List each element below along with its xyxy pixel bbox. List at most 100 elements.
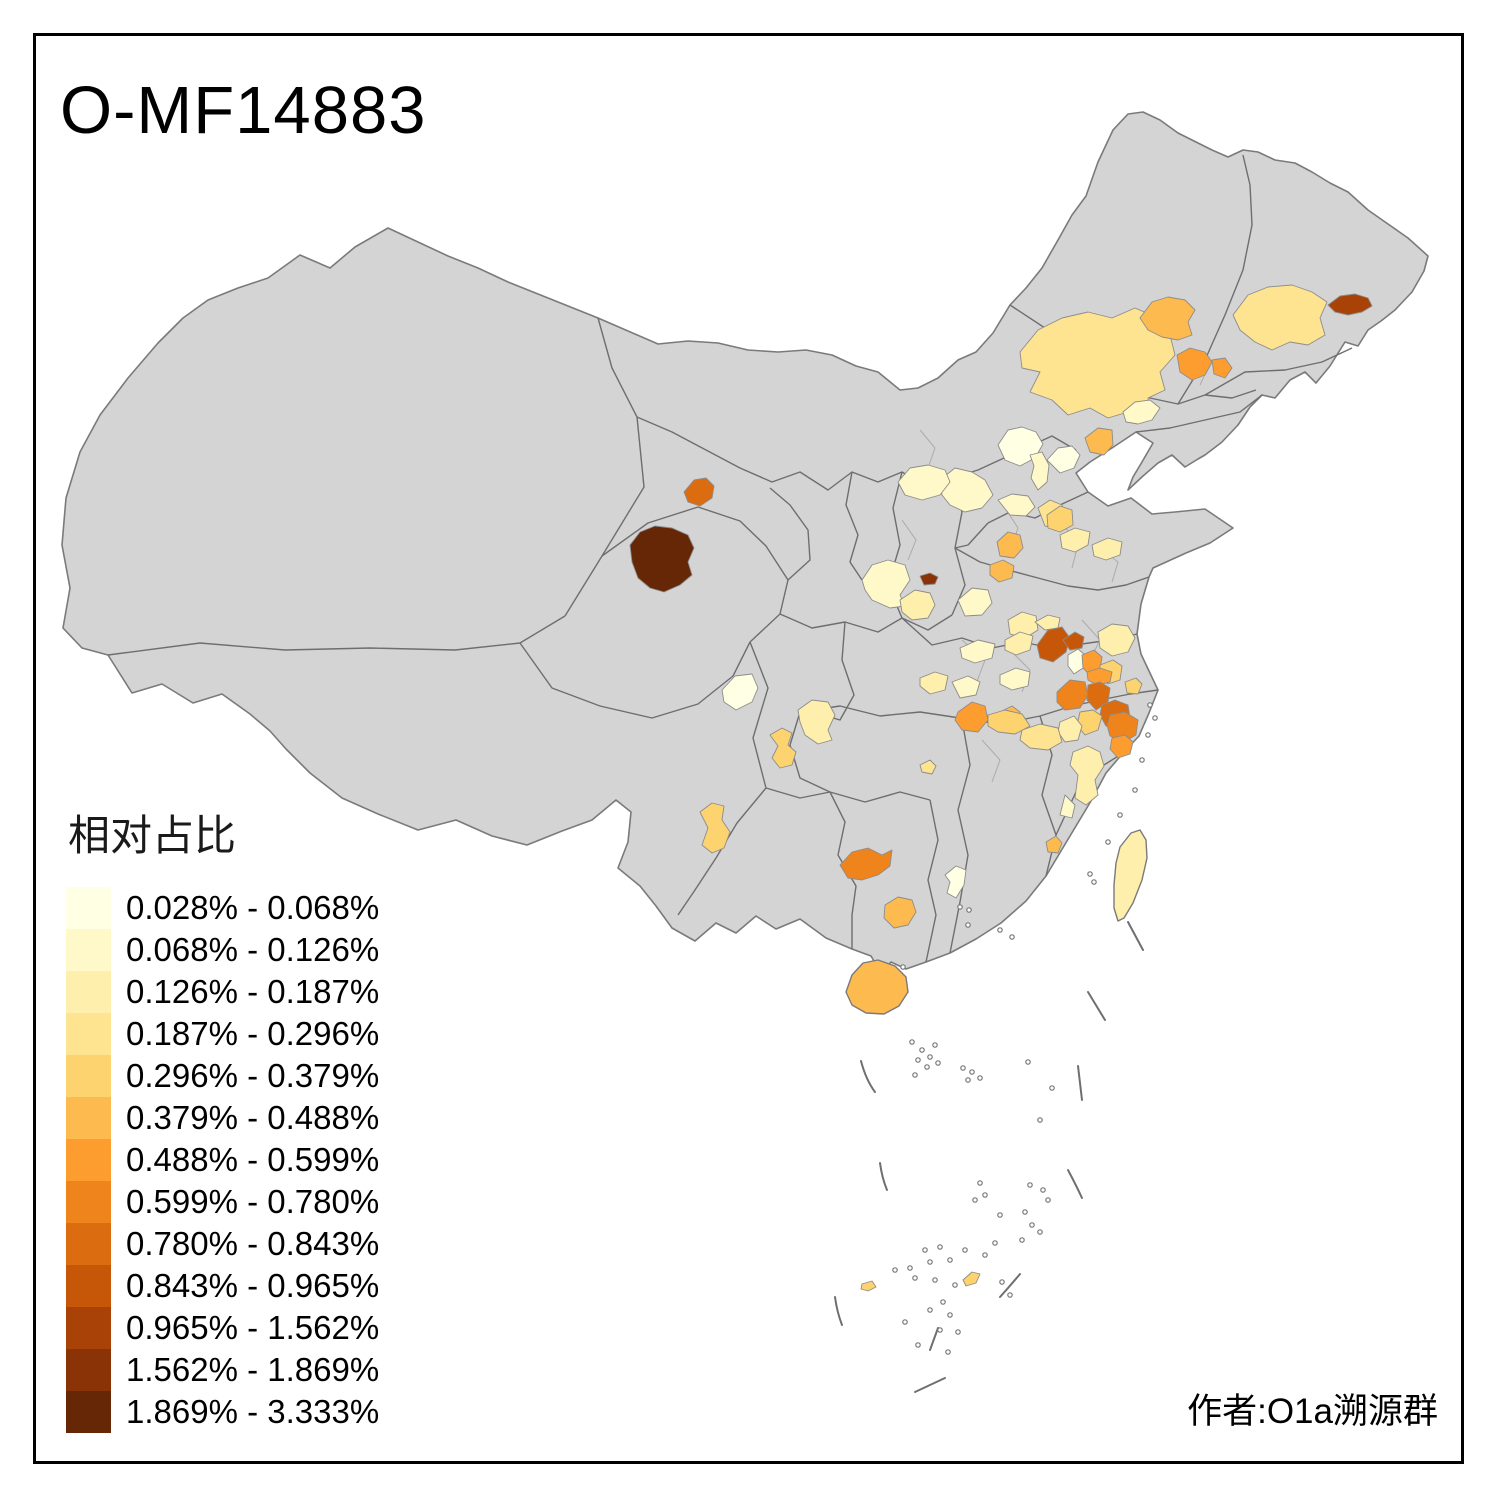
islet xyxy=(1009,934,1015,940)
colored-region xyxy=(997,493,1036,517)
colored-region xyxy=(954,701,989,733)
colored-region xyxy=(1327,293,1373,316)
islet xyxy=(915,1057,921,1063)
colored-region xyxy=(1059,794,1076,819)
islet xyxy=(1037,1229,1043,1235)
legend-label: 1.869% - 3.333% xyxy=(126,1393,380,1430)
south-china-sea-islands xyxy=(892,702,1158,1355)
islet xyxy=(982,1192,988,1198)
nine-dash-line xyxy=(834,921,1144,1393)
islet xyxy=(900,964,906,970)
islet xyxy=(922,1247,928,1253)
colored-region xyxy=(1045,835,1063,854)
legend: 相对占比 0.028% - 0.068% 0.068% - 0.126% 0.1… xyxy=(66,802,379,1433)
legend-row: 0.126% - 0.187% xyxy=(66,971,379,1013)
taiwan-island xyxy=(1113,829,1148,922)
islet xyxy=(912,1275,918,1281)
colored-region xyxy=(1086,667,1113,686)
legend-swatch xyxy=(66,1307,111,1349)
colored-region xyxy=(1007,611,1039,639)
legend-label: 0.126% - 0.187% xyxy=(126,973,380,1010)
colored-region xyxy=(629,525,695,593)
islet xyxy=(937,1327,943,1333)
islet xyxy=(1007,1292,1013,1298)
colored-region xyxy=(1139,296,1196,341)
colored-region xyxy=(919,572,939,586)
colored-region xyxy=(769,727,797,769)
islet xyxy=(960,1065,966,1071)
legend-row: 1.869% - 3.333% xyxy=(66,1391,379,1433)
islet xyxy=(966,907,972,913)
legend-row: 0.780% - 0.843% xyxy=(66,1223,379,1265)
legend-swatch xyxy=(66,1223,111,1265)
islet xyxy=(977,1180,983,1186)
legend-label: 0.296% - 0.379% xyxy=(126,1057,380,1094)
colored-region xyxy=(1034,614,1061,631)
legend-row: 0.488% - 0.599% xyxy=(66,1139,379,1181)
colored-region xyxy=(1091,537,1123,561)
colored-region xyxy=(1019,723,1063,751)
islet xyxy=(1117,812,1123,818)
islet xyxy=(962,1247,968,1253)
islet xyxy=(902,1319,908,1325)
legend-row: 0.599% - 0.780% xyxy=(66,1181,379,1223)
islet xyxy=(1022,1209,1028,1215)
islet xyxy=(1037,1117,1043,1123)
page-title: O-MF14883 xyxy=(60,73,427,148)
colored-region xyxy=(1059,527,1091,553)
islet xyxy=(965,1077,971,1083)
legend-title: 相对占比 xyxy=(68,812,237,859)
legend-label: 0.488% - 0.599% xyxy=(126,1141,380,1178)
islet xyxy=(972,1197,978,1203)
legend-label: 0.379% - 0.488% xyxy=(126,1099,380,1136)
islet xyxy=(945,1349,951,1355)
colored-region xyxy=(1106,711,1139,743)
colored-region xyxy=(996,531,1024,559)
islet xyxy=(1139,757,1145,763)
islet xyxy=(997,1212,1003,1218)
colored-region xyxy=(919,759,937,775)
legend-swatch xyxy=(66,929,111,971)
islet xyxy=(957,904,963,910)
colored-region xyxy=(1056,679,1089,711)
islet xyxy=(947,1312,953,1318)
islet xyxy=(977,1075,983,1081)
islet xyxy=(1027,1182,1033,1188)
legend-swatch xyxy=(66,1139,111,1181)
colored-region xyxy=(959,639,996,664)
legend-row: 0.965% - 1.562% xyxy=(66,1307,379,1349)
colored-region xyxy=(1232,284,1328,351)
legend-label: 0.068% - 0.126% xyxy=(126,931,380,968)
islet xyxy=(1105,839,1111,845)
colored-region xyxy=(989,559,1015,583)
islet xyxy=(935,1060,941,1066)
legend-row: 0.296% - 0.379% xyxy=(66,1055,379,1097)
colored-region xyxy=(957,587,993,617)
author-credit: 作者:O1a溯源群 xyxy=(1187,1392,1438,1431)
colored-region xyxy=(721,673,759,711)
colored-region xyxy=(1211,357,1233,379)
islet xyxy=(909,1039,915,1045)
legend-row: 1.562% - 1.869% xyxy=(66,1349,379,1391)
legend-swatch xyxy=(66,887,111,929)
islet xyxy=(927,1259,933,1265)
islet xyxy=(1025,1059,1031,1065)
legend-row: 0.068% - 0.126% xyxy=(66,929,379,971)
legend-swatch xyxy=(66,1055,111,1097)
colored-region xyxy=(860,1280,877,1292)
islet xyxy=(1147,702,1153,708)
islet xyxy=(932,1042,938,1048)
colored-region xyxy=(699,802,731,854)
legend-swatch xyxy=(66,971,111,1013)
province-borders xyxy=(107,154,1353,963)
islet xyxy=(940,1299,946,1305)
islet xyxy=(1152,715,1158,721)
colored-region xyxy=(1046,505,1074,533)
islet xyxy=(892,1267,898,1273)
colored-region xyxy=(683,477,715,507)
islet xyxy=(1087,871,1093,877)
colored-region xyxy=(999,667,1031,691)
colored-region xyxy=(1084,427,1114,456)
colored-region xyxy=(897,464,951,501)
islet xyxy=(907,1265,913,1271)
